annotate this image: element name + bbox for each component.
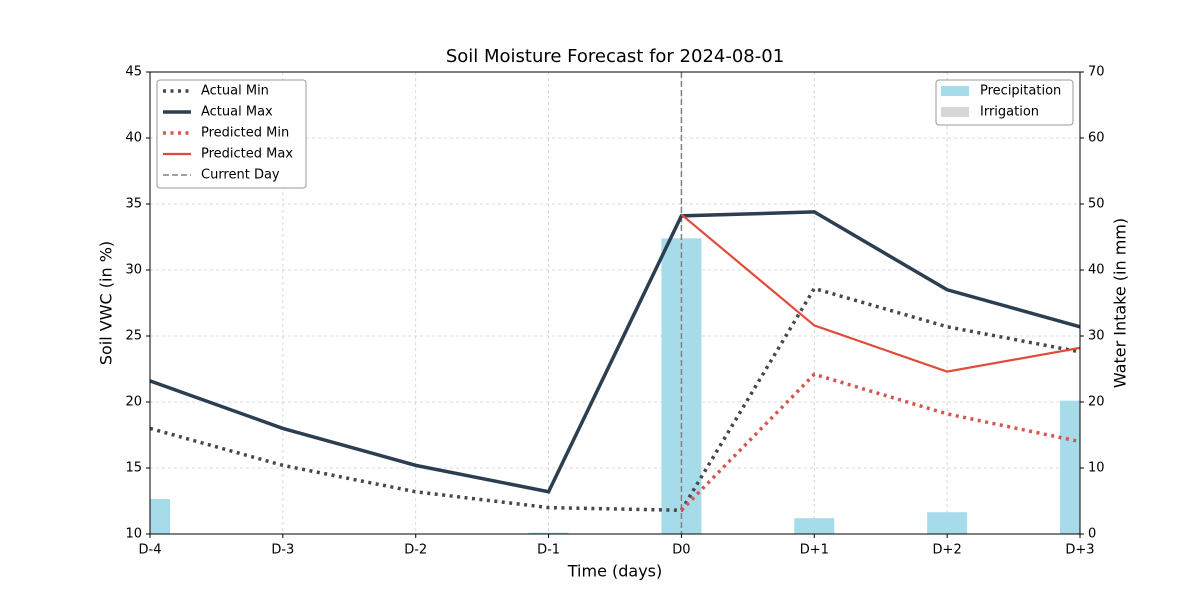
legend-swatch: [941, 86, 969, 96]
y-tick-label: 25: [125, 329, 142, 344]
x-tick-label: D+3: [1065, 543, 1094, 558]
y2-tick-label: 50: [1088, 197, 1105, 212]
x-tick-label: D0: [672, 543, 690, 558]
legend-box: [935, 79, 1074, 126]
y-tick-label: 20: [125, 395, 142, 410]
legend-swatch: [941, 107, 969, 117]
legend-label: Actual Min: [201, 84, 269, 99]
y-tick-label: 30: [125, 263, 142, 278]
y-tick-label: 15: [125, 461, 142, 476]
bar: [528, 532, 569, 534]
plot-frame: [149, 71, 1081, 535]
x-tick-label: D-3: [271, 543, 294, 558]
legend-label: Actual Max: [201, 105, 273, 120]
y-tick-label: 10: [125, 527, 142, 542]
legend-label: Current Day: [201, 168, 280, 183]
x-tick-label: D-4: [139, 543, 162, 558]
line: [150, 286, 1080, 513]
y2-tick-label: 60: [1088, 131, 1105, 146]
line: [680, 213, 1080, 373]
y2-tick-label: 20: [1088, 395, 1105, 410]
x-axis-label: Time (days): [567, 562, 663, 581]
y-tick-label: 35: [125, 197, 142, 212]
legend-box: [156, 79, 307, 189]
y2-tick-label: 30: [1088, 329, 1105, 344]
x-tick-label: D-2: [404, 543, 427, 558]
y2-tick-label: 0: [1088, 527, 1096, 542]
legend-label: Irrigation: [980, 105, 1039, 120]
bar: [794, 518, 835, 534]
y-axis-label: Soil VWC (in %): [97, 241, 116, 365]
legend-label: Predicted Max: [201, 147, 293, 162]
legend-label: Precipitation: [980, 84, 1061, 99]
y2-tick-label: 10: [1088, 461, 1105, 476]
y-tick-label: 40: [125, 131, 142, 146]
legend-label: Predicted Min: [201, 126, 289, 141]
y2-tick-label: 40: [1088, 263, 1105, 278]
line: [150, 210, 1080, 494]
bar: [661, 238, 702, 534]
chart-title: Soil Moisture Forecast for 2024-08-01: [446, 46, 784, 67]
bar: [1060, 400, 1080, 534]
bar: [150, 499, 170, 534]
y2-tick-label: 70: [1088, 65, 1105, 80]
y2-axis-label: Water Intake (in mm): [1111, 218, 1130, 388]
x-tick-label: D-1: [537, 543, 560, 558]
x-tick-label: D+2: [933, 543, 962, 558]
y-tick-label: 45: [125, 65, 142, 80]
bar: [927, 512, 968, 534]
x-tick-label: D+1: [800, 543, 829, 558]
plot-area: [150, 72, 1080, 534]
